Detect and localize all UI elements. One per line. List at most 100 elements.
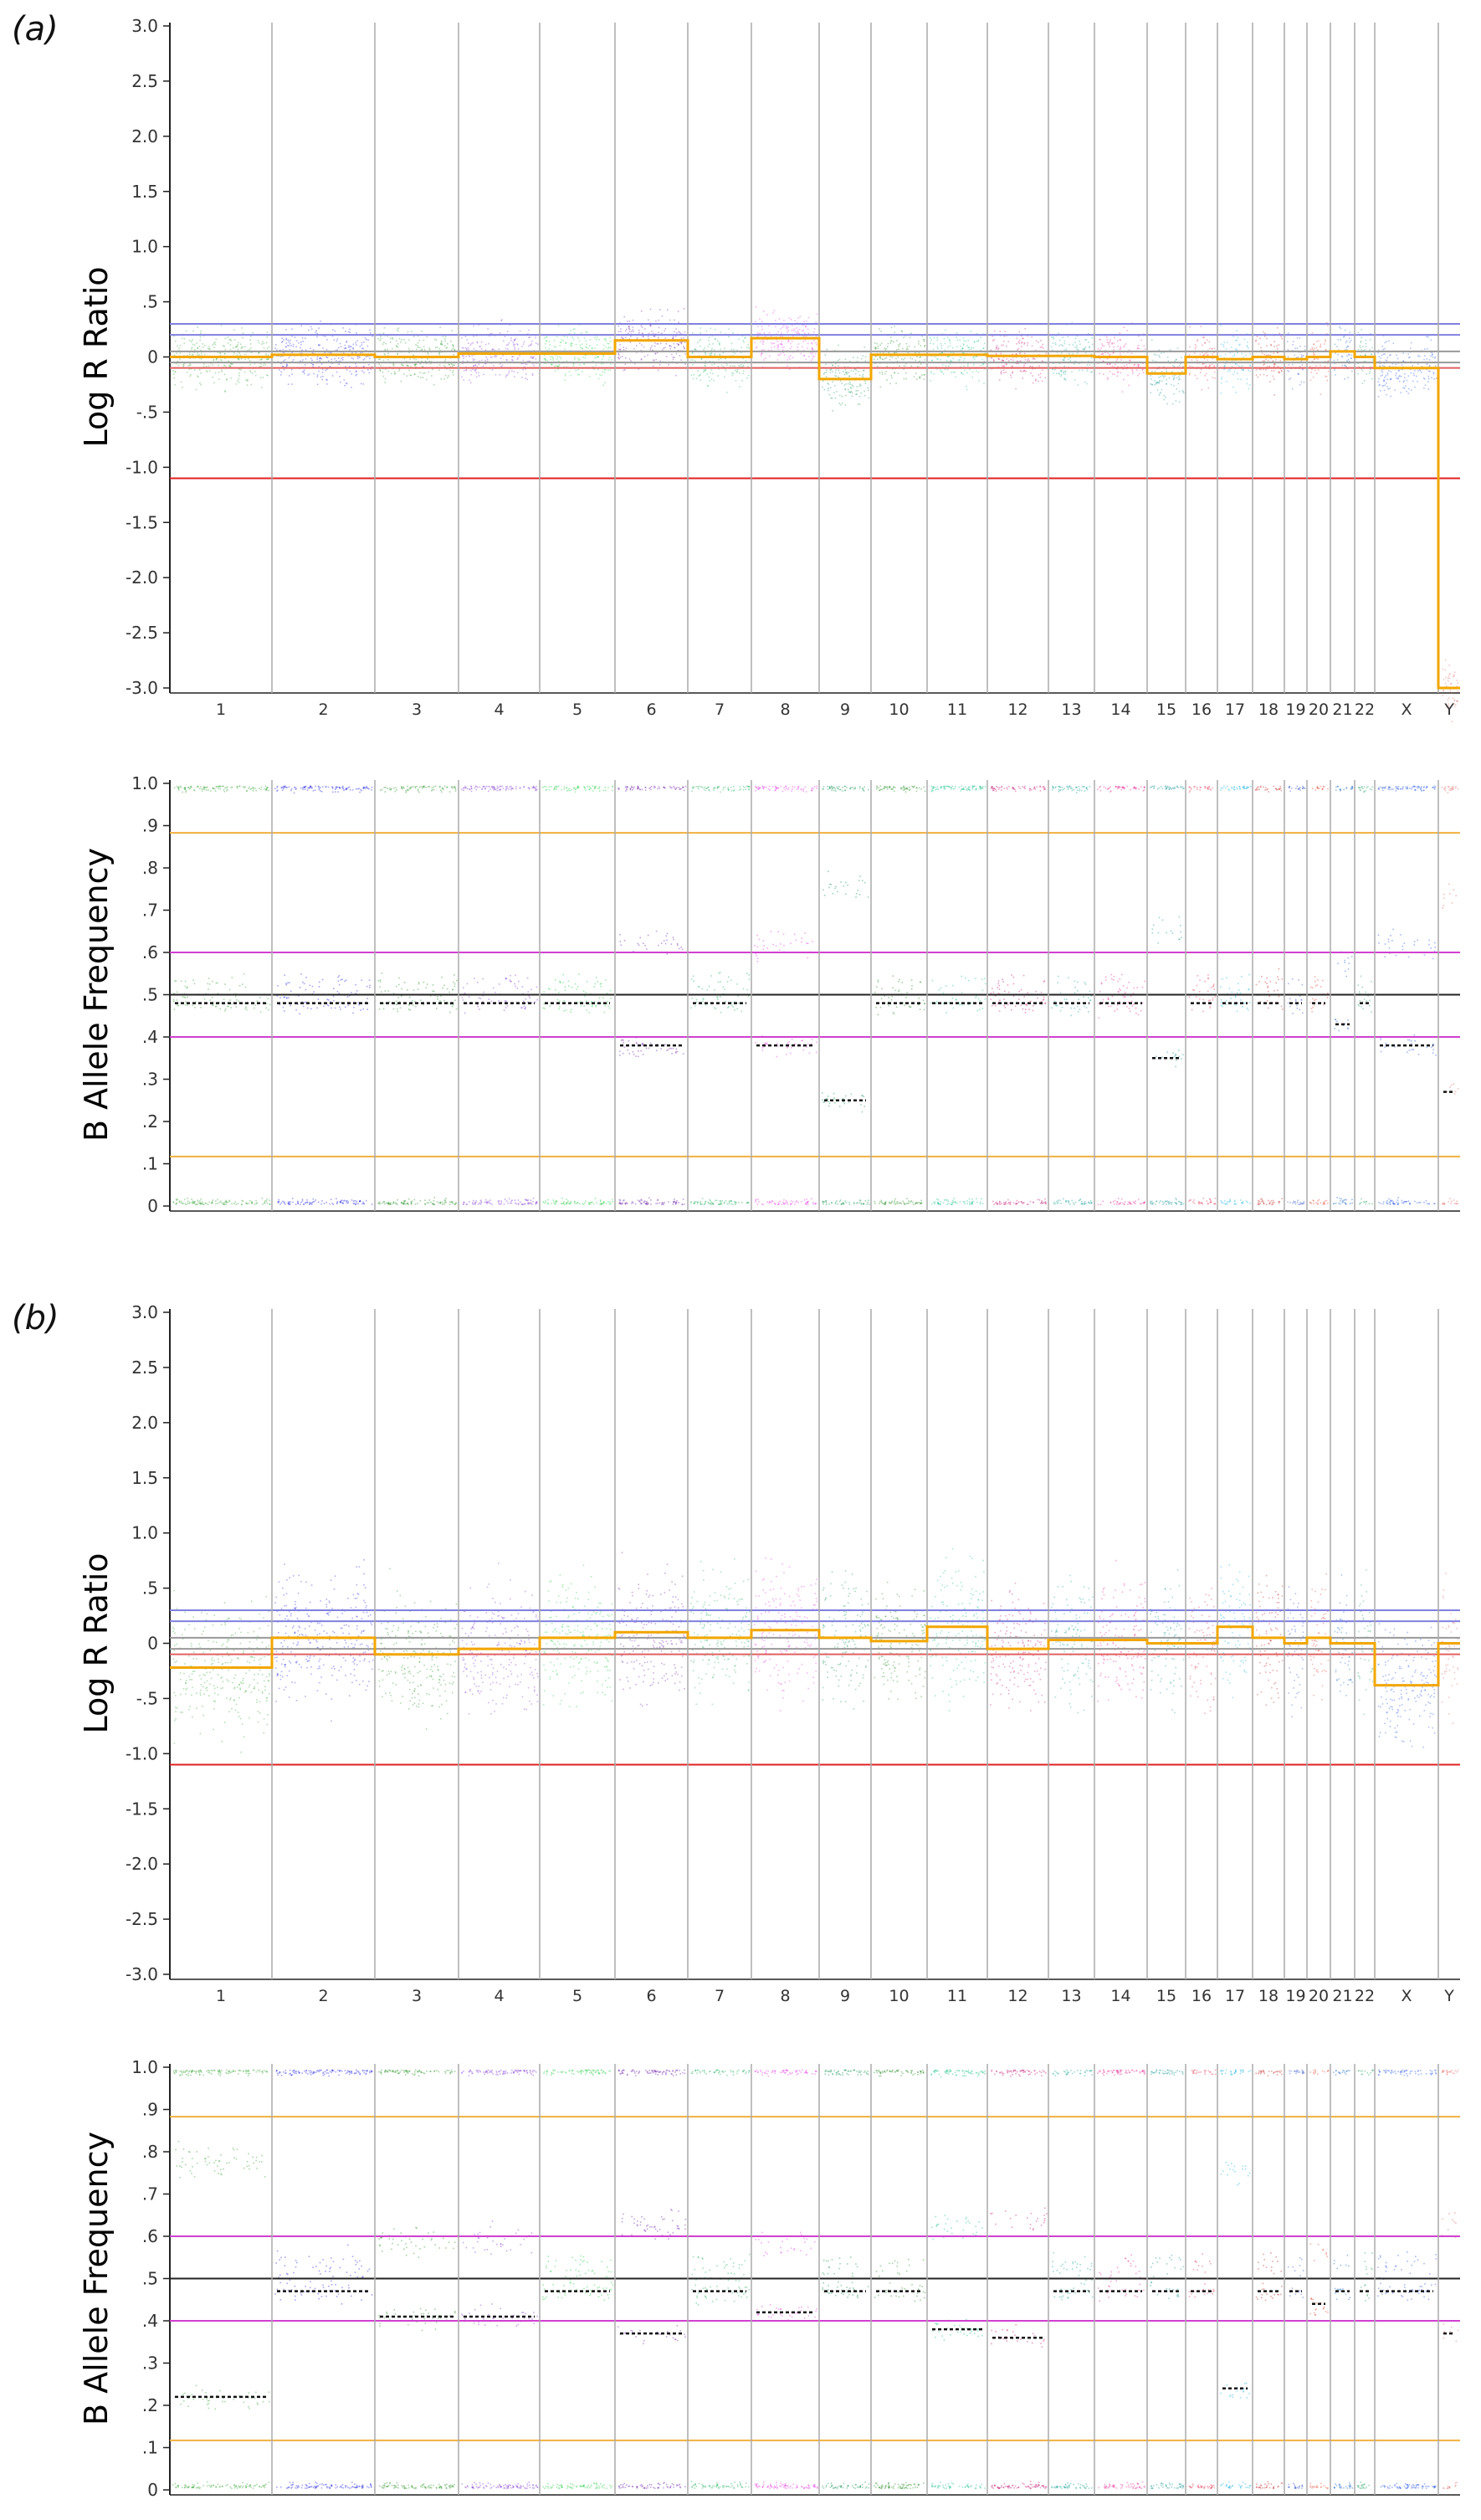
lrr-point <box>1023 342 1026 344</box>
lrr-point <box>781 336 783 337</box>
lrr-point <box>463 347 464 349</box>
baf-point <box>187 786 189 788</box>
baf-point <box>600 986 602 988</box>
lrr-point <box>1304 346 1306 347</box>
lrr-point <box>1021 335 1022 337</box>
lrr-point <box>924 373 925 376</box>
lrr-point <box>736 371 738 373</box>
baf-point <box>503 1203 505 1205</box>
lrr-point <box>525 368 526 370</box>
lrr-point <box>658 326 660 329</box>
lrr-point <box>990 349 992 352</box>
baf-point <box>249 788 252 790</box>
lrr-point <box>736 369 739 371</box>
lrr-point <box>419 350 422 352</box>
lrr-point <box>1311 331 1314 334</box>
lrr-point <box>532 357 535 359</box>
lrr-point <box>1346 349 1348 351</box>
lrr-point <box>888 352 889 353</box>
lrr-point <box>177 345 178 347</box>
lrr-point <box>179 358 181 360</box>
lrr-point <box>856 393 858 395</box>
baf-point <box>338 993 340 994</box>
lrr-point <box>290 368 293 371</box>
baf-point <box>564 989 566 992</box>
lrr-point <box>641 326 643 328</box>
lrr-point <box>1236 372 1238 374</box>
lrr-point <box>419 372 421 373</box>
baf-point <box>200 1203 202 1205</box>
baf-point <box>406 1203 408 1205</box>
lrr-point <box>320 357 323 360</box>
baf-point <box>532 786 535 788</box>
baf-point <box>586 1000 587 1002</box>
lrr-point <box>826 369 828 371</box>
lrr-point <box>1407 375 1410 377</box>
lrr-point <box>672 357 674 358</box>
baf-point <box>520 1007 522 1009</box>
baf-point <box>423 785 424 788</box>
lrr-point <box>333 339 336 341</box>
lrr-point <box>316 358 318 360</box>
baf-point <box>278 1200 280 1203</box>
lrr-point <box>316 332 318 335</box>
lrr-point <box>1035 380 1037 382</box>
lrr-point <box>1088 341 1089 343</box>
lrr-point <box>1123 346 1125 348</box>
lrr-point <box>894 352 895 354</box>
lrr-point <box>899 365 900 367</box>
lrr-point <box>1263 364 1264 366</box>
lrr-point <box>812 352 814 353</box>
baf-point <box>433 1204 435 1205</box>
baf-point <box>593 986 595 988</box>
baf-point <box>191 786 192 788</box>
baf-point <box>521 986 524 988</box>
baf-point <box>535 788 536 790</box>
baf-point <box>204 787 206 788</box>
lrr-point <box>1064 373 1066 375</box>
lrr-point <box>1064 370 1066 372</box>
lrr-point <box>709 360 711 362</box>
baf-point <box>259 788 260 789</box>
lrr-point <box>1038 374 1040 376</box>
lrr-point <box>298 342 300 344</box>
lrr-point <box>930 380 931 382</box>
lrr-point <box>1390 354 1391 356</box>
lrr-point <box>189 362 191 365</box>
chromosome-label: 1 <box>216 701 226 719</box>
lrr-point <box>813 328 816 330</box>
lrr-point <box>1005 363 1007 365</box>
lrr-point <box>578 324 581 326</box>
lrr-point <box>609 346 612 349</box>
lrr-point <box>880 331 882 332</box>
lrr-point <box>1271 370 1273 372</box>
baf-point <box>178 1201 180 1203</box>
lrr-point <box>512 356 514 357</box>
lrr-point <box>760 341 762 342</box>
lrr-point <box>776 339 777 341</box>
lrr-point <box>858 403 861 405</box>
baf-point <box>340 1201 341 1203</box>
lrr-point <box>200 349 202 352</box>
lrr-point <box>411 331 413 332</box>
baf-point <box>407 1202 408 1204</box>
lrr-point <box>557 366 560 368</box>
lrr-point <box>982 347 985 349</box>
baf-point <box>452 1201 454 1204</box>
lrr-point <box>1327 370 1330 372</box>
baf-point <box>357 1002 360 1004</box>
lrr-point <box>724 376 725 378</box>
lrr-point <box>1040 340 1042 341</box>
baf-point <box>558 1008 561 1010</box>
lrr-point <box>822 380 824 382</box>
baf-point <box>527 991 530 993</box>
lrr-point <box>266 358 269 360</box>
chromosome-label: 9 <box>840 701 850 719</box>
baf-point <box>345 1006 346 1009</box>
baf-point <box>532 787 535 788</box>
lrr-point <box>421 348 423 351</box>
lrr-point <box>854 372 857 375</box>
baf-point <box>568 1203 570 1204</box>
lrr-point <box>1160 375 1162 377</box>
lrr-point <box>1427 336 1429 338</box>
